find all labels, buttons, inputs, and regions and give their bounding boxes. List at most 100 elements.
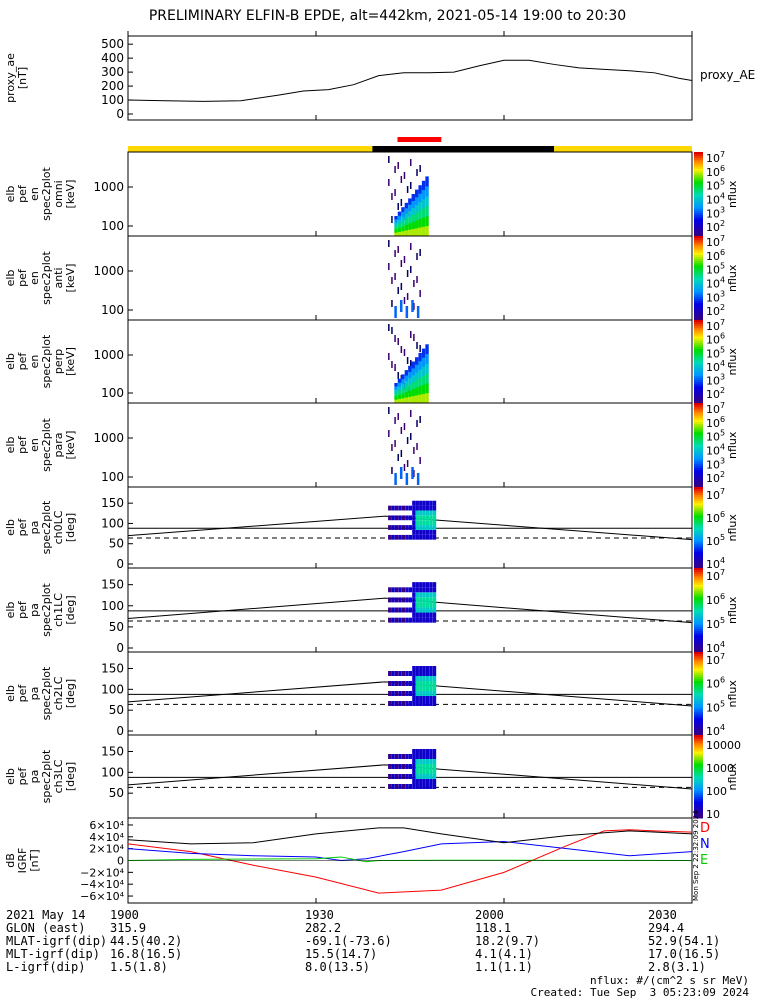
ch2LC-pixel [425, 701, 430, 706]
anti-pixel [403, 256, 406, 263]
ch2LC-cbar-tick-exp: 5 [720, 699, 725, 708]
anti-pixel [413, 303, 415, 310]
ch2LC-pixel [412, 686, 416, 691]
ch1LC-pixel [415, 582, 419, 588]
perp-zlabel: nflux [726, 348, 739, 376]
para-pixel [397, 454, 399, 461]
ch0LC-pixel [398, 520, 402, 526]
ch1LC-colorbar-cell [694, 607, 703, 611]
omni-pixel [397, 227, 402, 233]
omni-pixel [411, 194, 415, 202]
ch2LC-pixel [388, 666, 392, 671]
orbit-bar-day [554, 146, 692, 152]
omni-pixel [425, 186, 429, 197]
ch3LC-colorbar-cell [694, 755, 703, 759]
para-pixel [410, 410, 412, 417]
anti-colorbar-cell [694, 299, 703, 302]
ch1LC-colorbar-cell [694, 637, 703, 640]
para-colorbar-cell [694, 463, 703, 467]
footer-row-value: 1900 [110, 908, 139, 922]
ch0LC-pixel [398, 529, 402, 535]
ch3LC-pixel [401, 759, 406, 764]
ch2LC-colorbar-cell [694, 728, 703, 732]
ch1LC-pixel [405, 602, 409, 608]
perp-pixel [388, 324, 390, 331]
proxy-ae-ylabel: proxy_ae [nT] [4, 53, 29, 103]
para-colorbar-cell [694, 457, 703, 461]
ch2LC-pixel [422, 676, 426, 681]
ch3LC-colorbar-cell [694, 801, 703, 804]
ch2LC-pixel [405, 681, 409, 686]
ch2LC-cbar-tick-exp: 4 [720, 723, 725, 732]
para-pixel [400, 427, 403, 434]
ch2LC-pixel [394, 696, 399, 701]
db-series-total [127, 827, 693, 845]
ch0LC-colorbar-cell [694, 509, 703, 512]
ch0LC-colorbar-cell [694, 513, 703, 516]
perp-pixel [413, 334, 415, 341]
ch3LC-pixel [408, 774, 413, 779]
perp-colorbar-cell [694, 332, 703, 336]
ch1LC-pixel [398, 592, 402, 598]
ch0LC-pixel [422, 520, 426, 526]
ch3LC-pixel [419, 759, 423, 764]
ch1LC-pixel [388, 587, 392, 593]
ch1LC-pixel [429, 597, 433, 603]
omni-pixel [418, 210, 422, 220]
omni-pixel [415, 205, 419, 214]
ch0LC-pixel [432, 510, 437, 516]
ch0LC-ylabel-line: spec2plot [40, 500, 53, 554]
ch1LC-colorbar-cell [694, 647, 703, 651]
proxy-ae-ytick-label: 200 [101, 79, 124, 93]
ch1LC-pixel [405, 607, 409, 613]
ch1LC-pixel [405, 582, 409, 588]
anti-pixel [394, 306, 397, 318]
ch0LC-pixel [408, 529, 413, 535]
ch2LC-pixel [415, 686, 419, 691]
para-cbar-tick-exp: 2 [720, 470, 725, 479]
ch2LC-pixel [412, 681, 416, 686]
ch1LC-pixel [419, 612, 423, 618]
ch2LC-pixel [429, 696, 433, 701]
ch0LC-pixel [398, 534, 402, 540]
ch3LC-pixel [425, 749, 430, 754]
ch0LC-pixel [429, 505, 433, 511]
ch1LC-pixel [408, 602, 413, 608]
ch1LC-pixel [422, 592, 426, 598]
anti-pixel [399, 300, 403, 312]
omni-pixel [404, 224, 409, 231]
db-ylabel: dB IGRF [nT] [4, 848, 41, 874]
ch3LC-spectrogram [388, 749, 437, 789]
omni-pixel [397, 203, 399, 210]
ch3LC-pixel [422, 754, 426, 759]
ch2LC-pixel [391, 701, 395, 706]
ch0LC-colorbar-cell [694, 559, 703, 563]
ch0LC-pixel [391, 510, 395, 516]
ch0LC-cbar-tick-label: 10 [706, 512, 720, 525]
omni-ytick-label: 100 [101, 219, 124, 233]
perp-pixel [425, 344, 429, 355]
omni-colorbar-cell [694, 164, 703, 168]
omni-colorbar-cell [694, 219, 703, 222]
ch1LC-colorbar-cell [694, 591, 703, 594]
anti-colorbar-cell [694, 246, 703, 250]
ch1LC-pixel [398, 602, 402, 608]
ch1LC-pixel [432, 582, 437, 588]
ch1LC-pixel [394, 612, 399, 618]
omni-pixel [415, 197, 419, 206]
ch2LC-ylabel: elb pef pa spec2plot ch2LC [deg] [4, 666, 77, 720]
ch0LC-colorbar-cell [694, 529, 703, 533]
perp-colorbar-cell [694, 355, 703, 358]
ch0LC-pixel [425, 515, 430, 521]
anti-cbar-tick-exp: 6 [720, 248, 725, 257]
perp-ylabel-line: spec2plot [40, 334, 53, 388]
ch2LC-pixel [408, 666, 413, 671]
omni-ylabel-line: spec2plot [40, 167, 53, 221]
anti-colorbar-cell [694, 263, 703, 266]
para-colorbar-cell [694, 440, 703, 444]
ch1LC-pixel [408, 592, 413, 598]
anti-pixel [411, 300, 414, 312]
perp-ylabel-line: perp [52, 349, 65, 374]
db-series-D [127, 829, 693, 894]
perp-pixel [411, 361, 415, 369]
